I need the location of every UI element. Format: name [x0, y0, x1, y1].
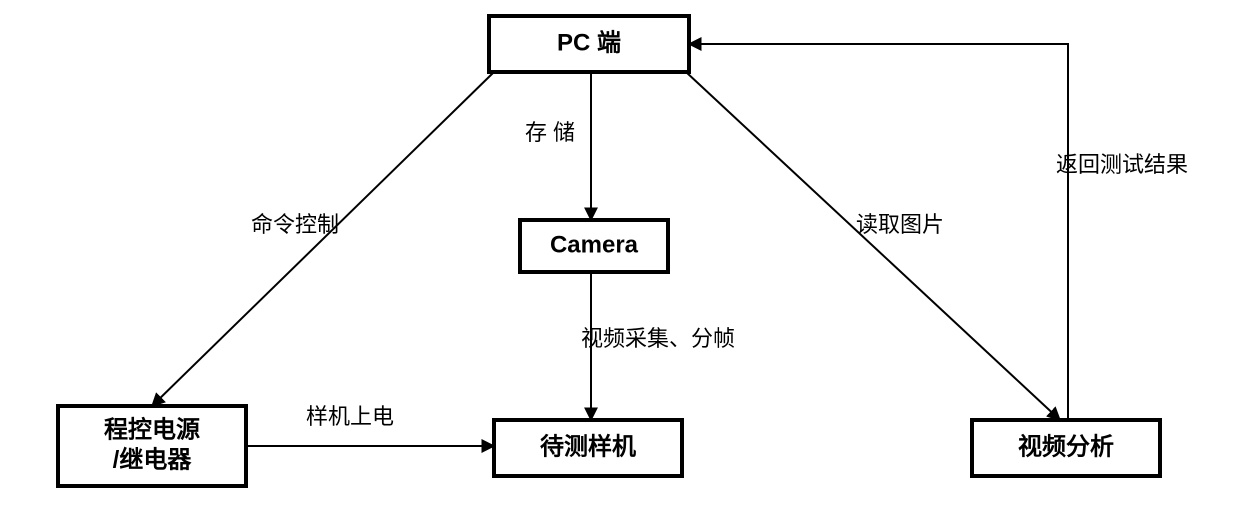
edge-label-analysis-to-pc: 返回测试结果 [1056, 152, 1188, 177]
edge-pc-to-power [152, 72, 494, 406]
edge-label-pc-to-analysis: 读取图片 [856, 212, 944, 237]
node-label-power-line1: /继电器 [113, 445, 193, 473]
nodes-layer: PC 端 Camera 程控电源/继电器 待测样机 视频分析 [58, 16, 1160, 486]
node-camera: Camera [520, 220, 668, 272]
node-analysis: 视频分析 [972, 420, 1160, 476]
edges-layer: 命令控制 存 储读取图片视频采集、分帧样机上电 返回测试结果 [152, 44, 1188, 446]
node-power: 程控电源/继电器 [58, 406, 246, 486]
edge-label-power-to-sample: 样机上电 [306, 404, 394, 429]
node-sample: 待测样机 [494, 420, 682, 476]
edge-label-camera-to-sample: 视频采集、分帧 [581, 326, 735, 351]
edge-pc-to-analysis [686, 72, 1060, 420]
node-label-sample: 待测样机 [540, 432, 636, 460]
node-label-analysis: 视频分析 [1018, 433, 1114, 460]
node-label-pc: PC 端 [557, 29, 621, 56]
edge-label-pc-to-camera: 存 储 [525, 120, 575, 145]
node-label-camera: Camera [550, 231, 639, 258]
node-pc: PC 端 [489, 16, 689, 72]
node-label-power-line0: 程控电源 [104, 415, 200, 443]
edge-label-pc-to-power: 命令控制 [251, 212, 339, 237]
